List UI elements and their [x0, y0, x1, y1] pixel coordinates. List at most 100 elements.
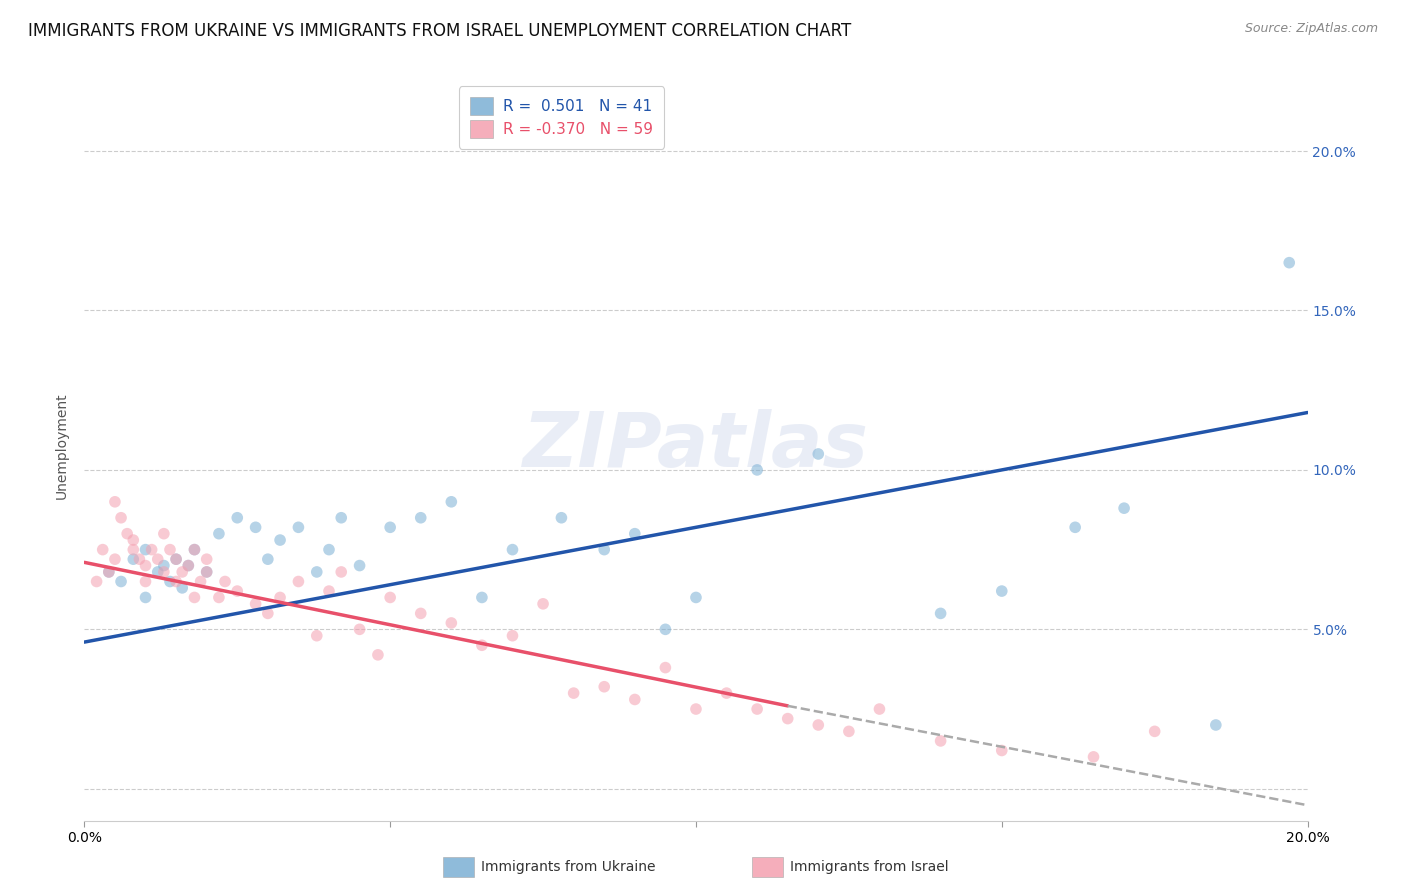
- Point: [135, 574, 157, 589]
- Point: [165, 552, 187, 566]
- Point: [128, 552, 150, 566]
- Point: [86, 574, 108, 589]
- Point: [245, 597, 267, 611]
- Point: [716, 686, 738, 700]
- Point: [562, 686, 585, 700]
- Point: [330, 565, 353, 579]
- Point: [214, 574, 236, 589]
- Point: [195, 552, 218, 566]
- Point: [654, 623, 676, 637]
- Text: IMMIGRANTS FROM UKRAINE VS IMMIGRANTS FROM ISRAEL UNEMPLOYMENT CORRELATION CHART: IMMIGRANTS FROM UKRAINE VS IMMIGRANTS FR…: [28, 22, 852, 40]
- Point: [471, 638, 494, 652]
- Point: [685, 591, 707, 605]
- Point: [807, 447, 830, 461]
- Point: [208, 591, 231, 605]
- Point: [409, 607, 432, 621]
- Point: [440, 495, 463, 509]
- Point: [269, 591, 291, 605]
- Point: [226, 584, 249, 599]
- Point: [165, 552, 187, 566]
- Point: [172, 581, 194, 595]
- Point: [1114, 501, 1136, 516]
- Point: [159, 574, 181, 589]
- Point: [624, 692, 647, 706]
- Text: ZIPatlas: ZIPatlas: [523, 409, 869, 483]
- Point: [115, 526, 138, 541]
- Point: [104, 495, 127, 509]
- Point: [929, 734, 952, 748]
- Point: [183, 542, 205, 557]
- Point: [409, 510, 432, 524]
- Point: [318, 542, 340, 557]
- Point: [929, 607, 952, 621]
- Point: [593, 680, 616, 694]
- Point: [190, 574, 212, 589]
- Point: [1278, 255, 1301, 269]
- Point: [318, 584, 340, 599]
- Point: [747, 702, 769, 716]
- Point: [146, 565, 169, 579]
- Point: [122, 533, 145, 547]
- Point: [153, 558, 176, 573]
- Point: [135, 542, 157, 557]
- Point: [287, 574, 309, 589]
- Point: [1205, 718, 1227, 732]
- Text: Source: ZipAtlas.com: Source: ZipAtlas.com: [1244, 22, 1378, 36]
- Point: [110, 510, 132, 524]
- Point: [135, 591, 157, 605]
- Point: [195, 565, 218, 579]
- Point: [135, 558, 157, 573]
- Point: [177, 558, 200, 573]
- Point: [1083, 750, 1105, 764]
- Point: [305, 565, 328, 579]
- Point: [165, 574, 187, 589]
- Point: [97, 565, 120, 579]
- Y-axis label: Unemployment: Unemployment: [55, 392, 69, 500]
- Point: [153, 526, 176, 541]
- Point: [1143, 724, 1166, 739]
- Point: [110, 574, 132, 589]
- Point: [624, 526, 647, 541]
- Point: [991, 584, 1014, 599]
- Point: [330, 510, 353, 524]
- Point: [380, 520, 402, 534]
- Point: [172, 565, 194, 579]
- Point: [141, 542, 163, 557]
- Point: [183, 542, 205, 557]
- Point: [367, 648, 389, 662]
- Point: [776, 712, 799, 726]
- Point: [502, 542, 524, 557]
- Point: [380, 591, 402, 605]
- Point: [104, 552, 127, 566]
- Point: [531, 597, 554, 611]
- Point: [838, 724, 860, 739]
- Point: [471, 591, 494, 605]
- Text: Immigrants from Israel: Immigrants from Israel: [790, 860, 949, 874]
- Point: [593, 542, 616, 557]
- Point: [208, 526, 231, 541]
- Point: [257, 607, 280, 621]
- Point: [269, 533, 291, 547]
- Point: [869, 702, 891, 716]
- Point: [146, 552, 169, 566]
- Point: [349, 558, 371, 573]
- Point: [807, 718, 830, 732]
- Point: [349, 623, 371, 637]
- Point: [97, 565, 120, 579]
- Point: [991, 743, 1014, 757]
- Point: [257, 552, 280, 566]
- Point: [550, 510, 572, 524]
- Point: [685, 702, 707, 716]
- Point: [654, 660, 676, 674]
- Point: [153, 565, 176, 579]
- Point: [195, 565, 218, 579]
- Point: [122, 542, 145, 557]
- Point: [305, 629, 328, 643]
- Legend: R =  0.501   N = 41, R = -0.370   N = 59: R = 0.501 N = 41, R = -0.370 N = 59: [458, 87, 664, 149]
- Point: [183, 591, 205, 605]
- Point: [440, 615, 463, 630]
- Point: [287, 520, 309, 534]
- Text: Immigrants from Ukraine: Immigrants from Ukraine: [481, 860, 655, 874]
- Point: [226, 510, 249, 524]
- Point: [91, 542, 114, 557]
